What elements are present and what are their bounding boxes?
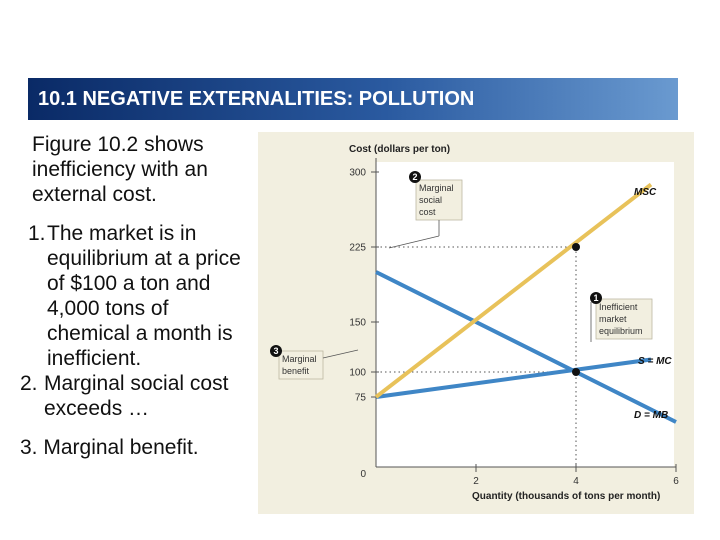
equilibrium-callout-box (595, 298, 653, 340)
y-tick-label: 100 (349, 368, 366, 379)
x-axis-title: Quantity (thousands of tons per month) (472, 491, 660, 502)
origin-label: 0 (360, 469, 366, 480)
msc-callout-leader-2 (388, 235, 440, 249)
mb-callout-text: benefit (282, 366, 310, 376)
point-1-text: The market is in equilibrium at a price … (47, 222, 241, 370)
msc-callout-text: Marginal (419, 183, 454, 193)
series-label-supply: S = MC (638, 356, 672, 367)
x-tick-label: 2 (473, 476, 479, 487)
y-tick-label: 150 (349, 318, 366, 329)
mb-callout-leader (322, 349, 359, 359)
y-tick-label: 300 (349, 168, 366, 179)
slide-text: Figure 10.2 shows inefficiency with an e… (20, 132, 256, 460)
mb-callout-text: Marginal (282, 354, 317, 364)
externality-chart: Cost (dollars per ton) Quantity (thousand… (270, 144, 679, 502)
equilibrium-callout-text: equilibrium (599, 326, 643, 336)
point-1: 1. The market is in equilibrium at a pri… (20, 221, 256, 371)
msc-callout-text: social (419, 195, 442, 205)
callout-badge-circle (590, 292, 602, 304)
point-2-text: Marginal social cost exceeds … (44, 372, 229, 420)
point-3: 3. Marginal benefit. (20, 435, 256, 460)
y-tick-label: 75 (355, 393, 367, 404)
callout-badge-number: 2 (412, 172, 417, 182)
series-line-d-mb (375, 270, 677, 424)
msc-callout-box (415, 179, 463, 221)
series-label-msc: MSC (634, 187, 657, 198)
series-line-msc (374, 182, 653, 399)
point-1-number: 1. (28, 222, 46, 245)
point-3-number: 3. (20, 436, 38, 459)
equilibrium-callout-text: market (599, 314, 627, 324)
intro-text: Figure 10.2 shows inefficiency with an e… (32, 133, 208, 206)
series-label-demand: D = MB (634, 410, 668, 421)
equilibrium-point-1 (572, 243, 580, 251)
callout-badge-circle (409, 171, 421, 183)
callout-badge-number: 3 (273, 346, 278, 356)
point-2: 2. Marginal social cost exceeds … (20, 371, 256, 421)
equilibrium-callout-text: Inefficient (599, 302, 638, 312)
callout-badge-number: 1 (593, 293, 598, 303)
msc-callout-text: cost (419, 207, 436, 217)
equilibrium-point-2 (572, 368, 580, 376)
callout-badge-circle (270, 345, 282, 357)
point-3-text: Marginal benefit. (43, 436, 199, 459)
point-2-number: 2. (20, 372, 38, 395)
series-line-s-mc (375, 357, 652, 399)
x-tick-label: 6 (673, 476, 679, 487)
x-tick-label: 4 (573, 476, 579, 487)
slide-title: 10.1 NEGATIVE EXTERNALITIES: POLLUTION (28, 78, 678, 120)
y-axis-title: Cost (dollars per ton) (349, 144, 450, 155)
y-tick-label: 225 (349, 243, 366, 254)
mb-callout-box (278, 350, 324, 380)
